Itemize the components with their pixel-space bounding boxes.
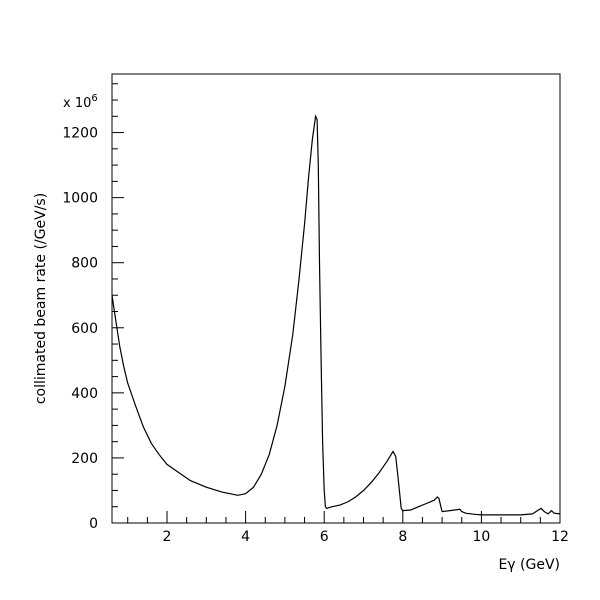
y-tick-label: 800	[71, 256, 98, 272]
tick-labels: 2 4 6 8 10 12 0 200 400 600 800 1000 1200	[62, 126, 569, 545]
y-tick-label: 1000	[62, 191, 98, 207]
y-multiplier-text: x 10	[63, 96, 91, 111]
x-tick-label: 4	[241, 529, 250, 545]
x-axis-title: Eγ (GeV)	[498, 557, 560, 573]
x-tick-label: 2	[163, 529, 172, 545]
series-line	[111, 114, 561, 516]
y-multiplier-exponent: 6	[91, 93, 97, 104]
y-tick-label: 1200	[62, 126, 98, 142]
x-tick-label: 8	[398, 529, 407, 545]
x-tick-label: 10	[472, 529, 490, 545]
y-tick-label: 200	[71, 451, 98, 467]
y-multiplier-label: x 106	[63, 93, 98, 111]
x-tick-label: 6	[320, 529, 329, 545]
plot-frame	[111, 73, 561, 524]
y-tick-label: 400	[71, 386, 98, 402]
y-tick-label: 0	[89, 516, 98, 532]
y-axis-title: collimated beam rate (/GeV/s)	[33, 193, 49, 404]
x-tick-label: 12	[551, 529, 569, 545]
tick-marks	[112, 83, 561, 524]
y-tick-label: 600	[71, 321, 98, 337]
